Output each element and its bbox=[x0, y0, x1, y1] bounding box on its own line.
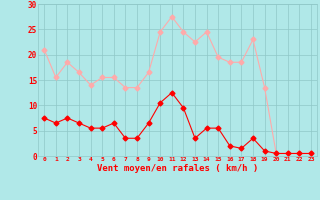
X-axis label: Vent moyen/en rafales ( km/h ): Vent moyen/en rafales ( km/h ) bbox=[97, 164, 258, 173]
